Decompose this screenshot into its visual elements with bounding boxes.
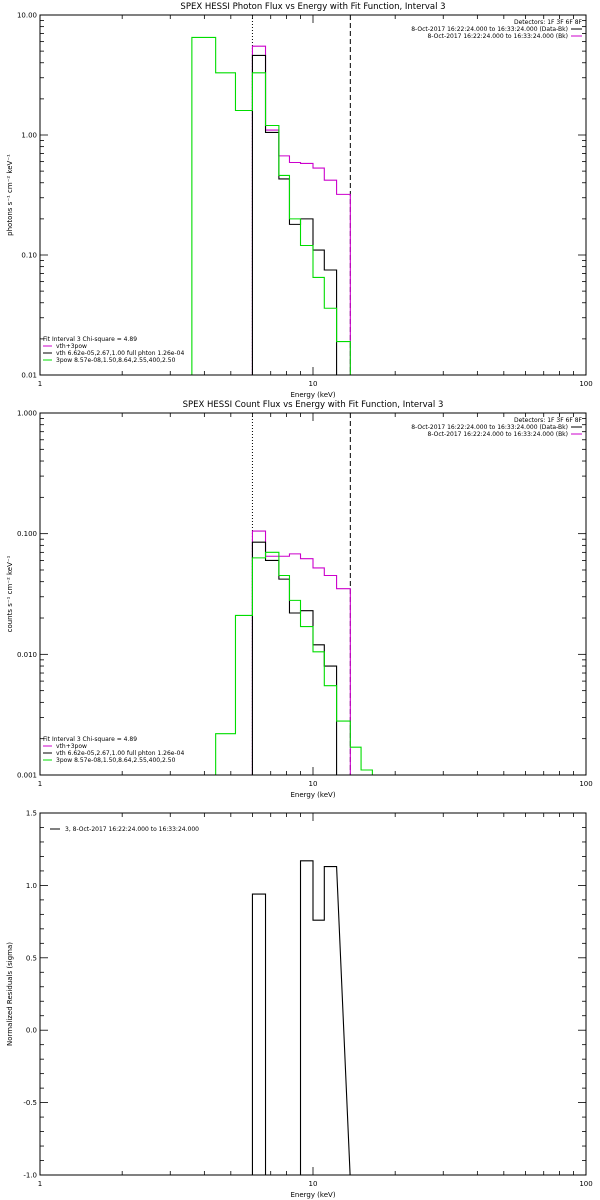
y-tick-label: 10.00 bbox=[17, 12, 37, 20]
series-line-2 bbox=[251, 541, 338, 775]
plot-data bbox=[215, 530, 373, 775]
y-axis-ticks bbox=[40, 418, 586, 776]
info-line: 8-Oct-2017 16:22:24.000 to 16:33:24.000 … bbox=[428, 33, 569, 40]
plot-data bbox=[191, 36, 351, 375]
info-line: 8-Oct-2017 16:22:24.000 to 16:33:24.000 … bbox=[411, 26, 568, 33]
chart-panel-3: 1 10 100 -1.0 -0.5 0.0 0.5 1.0 1.5 Energy (keV) No… bbox=[6, 810, 593, 1200]
y-tick-label: 0.001 bbox=[17, 772, 37, 780]
y-tick-label: 0.01 bbox=[21, 372, 37, 380]
y-tick-label: 0.0 bbox=[26, 1027, 37, 1035]
info-line: Detectors: 1F 3F 6F 8F bbox=[514, 417, 583, 424]
legend-title: Fit Interval 3 Chi-square = 4.89 bbox=[43, 336, 137, 343]
chart-title: SPEX HESSI Photon Flux vs Energy with Fi… bbox=[180, 2, 445, 12]
info-line: 8-Oct-2017 16:22:24.000 to 16:33:24.000 … bbox=[428, 431, 569, 438]
x-tick-label: 10 bbox=[309, 380, 318, 388]
legend-entry-label: 3pow 8.57e-08,1.50,8.64,2.55,400,2.50 bbox=[56, 357, 176, 364]
plot-frame bbox=[39, 14, 587, 376]
x-tick-label: 10 bbox=[309, 780, 318, 788]
plot-frame bbox=[39, 412, 587, 776]
series-line-3 bbox=[215, 551, 373, 775]
x-axis-label: Energy (keV) bbox=[290, 391, 335, 399]
y-tick-label: 0.010 bbox=[17, 651, 37, 659]
x-tick-label: 100 bbox=[579, 380, 592, 388]
series-line-1 bbox=[251, 860, 351, 1175]
x-axis-label: Energy (keV) bbox=[290, 791, 335, 799]
x-tick-label: 100 bbox=[579, 780, 592, 788]
series-line-1 bbox=[251, 530, 351, 775]
x-axis-ticks bbox=[39, 413, 574, 775]
y-axis-label: Normalized Residuals (sigma) bbox=[6, 942, 14, 1046]
y-tick-label: 0.100 bbox=[17, 530, 37, 538]
y-tick-label: 0.5 bbox=[26, 954, 37, 962]
chart-title: SPEX HESSI Count Flux vs Energy with Fit… bbox=[183, 400, 444, 410]
y-tick-label: 1.0 bbox=[26, 882, 37, 890]
x-axis-label: Energy (keV) bbox=[290, 1191, 335, 1199]
x-tick-label: 1 bbox=[38, 1180, 42, 1188]
series-line-2 bbox=[251, 54, 338, 375]
x-tick-label: 1 bbox=[38, 780, 42, 788]
series-line-1 bbox=[251, 45, 351, 375]
legend-entry-label: vth+3pow bbox=[56, 743, 87, 750]
x-axis-ticks bbox=[39, 813, 574, 1175]
info-line: Detectors: 1F 3F 6F 8F bbox=[514, 19, 583, 26]
series-line-3 bbox=[191, 36, 351, 375]
x-tick-label: 100 bbox=[579, 1180, 592, 1188]
y-tick-label: 1.00 bbox=[21, 132, 37, 140]
y-tick-label: 1.5 bbox=[26, 810, 37, 818]
y-tick-label: 0.10 bbox=[21, 252, 37, 260]
plot-frame bbox=[39, 812, 587, 1176]
info-line: 8-Oct-2017 16:22:24.000 to 16:33:24.000 … bbox=[411, 424, 568, 431]
x-tick-label: 10 bbox=[309, 1180, 318, 1188]
legend-entry-label: vth 6.62e-05,2.67,1.00 full phton 1.26e-… bbox=[56, 750, 184, 757]
legend-entry-label: vth 6.62e-05,2.67,1.00 full phton 1.26e-… bbox=[56, 350, 184, 357]
chart-panel-1: SPEX HESSI Photon Flux vs Energy with Fi… bbox=[6, 2, 593, 399]
y-axis-label: photons s⁻¹ cm⁻² keV⁻¹ bbox=[6, 154, 14, 236]
legend-entry-label: 3pow 8.57e-08,1.50,8.64,2.55,400,2.50 bbox=[56, 757, 176, 764]
y-tick-label: -1.0 bbox=[23, 1172, 37, 1180]
legend-title: Fit Interval 3 Chi-square = 4.89 bbox=[43, 736, 137, 743]
y-tick-label: -0.5 bbox=[23, 1099, 37, 1107]
y-axis-label: counts s⁻¹ cm⁻² keV⁻¹ bbox=[6, 555, 14, 632]
x-tick-label: 1 bbox=[38, 380, 42, 388]
x-axis-ticks bbox=[39, 15, 574, 375]
chart-panel-2: SPEX HESSI Count Flux vs Energy with Fit… bbox=[6, 400, 593, 799]
plot-data bbox=[251, 860, 351, 1175]
y-axis-ticks bbox=[40, 20, 586, 376]
legend-entry-label: 3, 8-Oct-2017 16:22:24.000 to 16:33:24.0… bbox=[65, 826, 199, 833]
legend-entry-label: vth+3pow bbox=[56, 343, 87, 350]
y-tick-label: 1.000 bbox=[17, 410, 37, 418]
